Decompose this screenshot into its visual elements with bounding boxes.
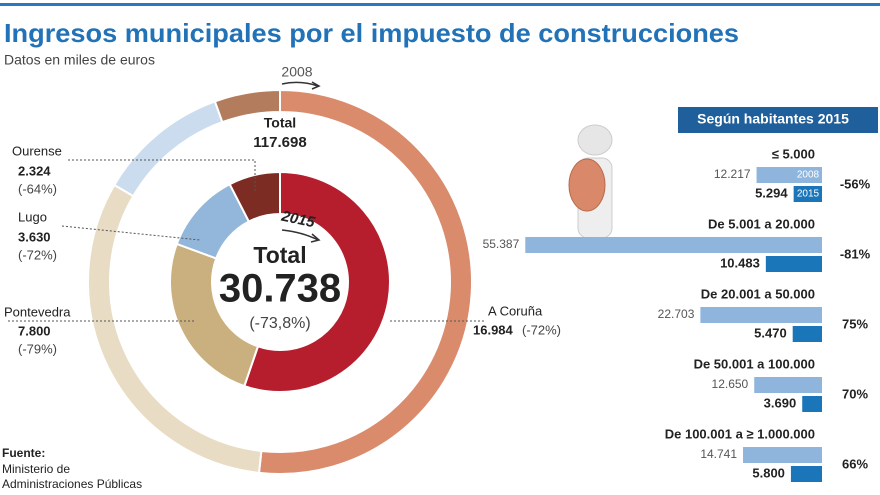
category-label: Pontevedra: [4, 304, 71, 319]
value-label: 3.690: [764, 395, 797, 410]
change-label: 70%: [842, 386, 868, 401]
figure-icon: [568, 124, 613, 239]
bar: [754, 377, 822, 393]
legend-label: 2008: [797, 170, 820, 181]
value-label: 12.650: [712, 377, 749, 391]
leader-line: [68, 159, 256, 192]
ring-segment: [169, 242, 260, 388]
bar: [765, 256, 822, 272]
change-label: -81%: [840, 246, 871, 261]
ring-segment: [243, 170, 391, 393]
category-label: De 100.001 a ≥ 1.000.000: [665, 426, 815, 441]
value-label: 16.984: [473, 322, 514, 337]
category-label: De 20.001 a 50.000: [701, 286, 815, 301]
arrow: [281, 81, 321, 90]
chart-title: Ingresos municipales por el impuesto de …: [4, 18, 739, 48]
ring-segment: [228, 170, 281, 223]
category-label: De 50.001 a 100.000: [694, 356, 815, 371]
source-line: Administraciones Públicas: [2, 477, 142, 491]
category-label: De 5.001 a 20.000: [708, 216, 815, 231]
top-rule: [0, 3, 880, 6]
total-name: Total: [264, 115, 296, 131]
bar-title: Según habitantes 2015: [697, 111, 849, 127]
title-banner: [678, 107, 878, 133]
bar: [792, 326, 822, 342]
value-label: 7.800: [18, 323, 51, 338]
value-label: 5.294: [755, 185, 788, 200]
change-label: 75%: [842, 316, 868, 331]
series-label: 2008: [281, 64, 312, 80]
leader-line: [61, 225, 201, 241]
value-label: 3.630: [18, 229, 51, 244]
category-label: Lugo: [18, 209, 47, 224]
series-label: 2015: [279, 207, 317, 231]
total-value: 117.698: [253, 134, 306, 151]
change-label: (-64%): [18, 181, 57, 196]
ring-segment: [112, 100, 224, 198]
bar: [525, 237, 822, 253]
source-line: Ministerio de: [2, 462, 70, 476]
category-label: A Coruña: [488, 303, 543, 318]
category-label: Ourense: [12, 143, 62, 158]
bar: [790, 466, 822, 482]
value-label: 12.217: [714, 167, 751, 181]
bar: [793, 186, 822, 202]
source-label: Fuente:: [2, 446, 45, 460]
value-label: 10.483: [720, 255, 760, 270]
legend-label: 2015: [797, 189, 820, 200]
change-label: (-79%): [18, 341, 57, 356]
total-value: 30.738: [219, 267, 341, 311]
value-label: 55.387: [483, 237, 520, 251]
change-label: (-72%): [522, 322, 561, 337]
value-label: 5.800: [752, 465, 785, 480]
change-label: (-72%): [18, 247, 57, 262]
change-label: 66%: [842, 456, 868, 471]
value-label: 14.741: [700, 447, 737, 461]
bar: [700, 307, 822, 323]
arrow: [281, 229, 321, 243]
value-label: 2.324: [18, 163, 51, 178]
subtitle: Datos en miles de euros: [4, 52, 155, 68]
value-label: 22.703: [658, 307, 695, 321]
bar: [756, 167, 822, 183]
change-label: -56%: [840, 176, 871, 191]
value-label: 5.470: [754, 325, 787, 340]
bar: [802, 396, 822, 412]
total-name: Total: [253, 242, 306, 268]
ring-segment: [213, 88, 281, 124]
category-label: ≤ 5.000: [772, 146, 815, 161]
bar: [743, 447, 822, 463]
total-change: (-73,8%): [249, 315, 310, 332]
